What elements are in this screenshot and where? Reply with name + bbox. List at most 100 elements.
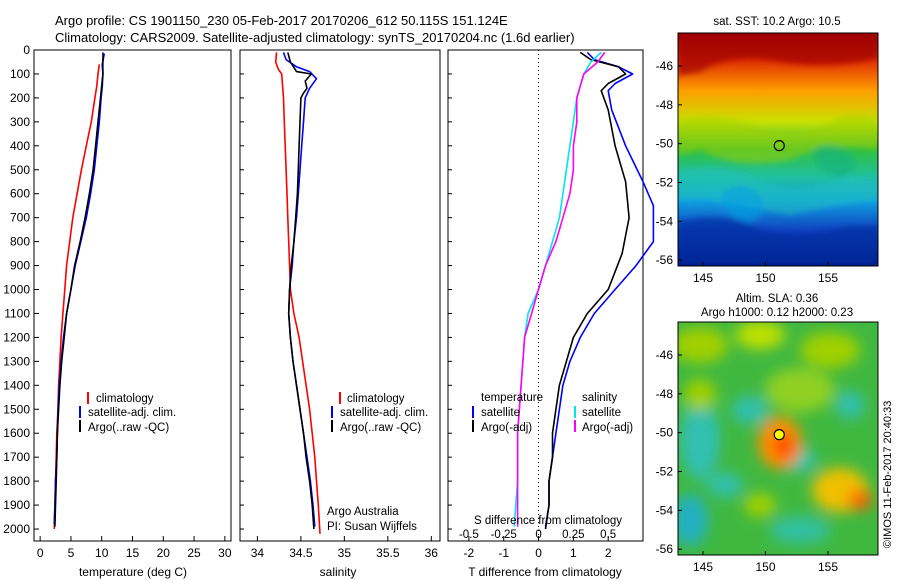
argo-location-marker [773, 429, 785, 441]
y-tick-label: 1300 [3, 354, 30, 368]
legend-label: satellite [582, 407, 621, 419]
sst-map-title: sat. SST: 10.2 Argo: 10.5 [713, 16, 840, 28]
x-tick-label: 34.5 [289, 546, 313, 560]
s-tick-label: 0 [535, 529, 541, 541]
map-y-tick-label: -46 [656, 348, 674, 362]
x-tick-label: 34 [251, 546, 265, 560]
map-y-tick-label: -48 [656, 387, 674, 401]
salinity-axes-frame [239, 49, 441, 542]
y-tick-label: 900 [10, 259, 30, 273]
map-y-tick-label: -52 [656, 176, 674, 190]
salinity-series [274, 52, 321, 534]
sst-field [678, 33, 878, 266]
map-x-tick-label: 155 [818, 271, 838, 285]
x-tick-label: 5 [68, 546, 75, 560]
map-y-tick-label: -54 [656, 503, 674, 517]
y-tick-label: 1700 [3, 450, 30, 464]
difference-legend: temperature satellite Argo(-adj) salinit… [472, 392, 633, 434]
legend-label: satellite-adj. clim. [88, 407, 176, 419]
s-tick-label: 0.25 [562, 529, 584, 541]
y-tick-label: 0 [23, 43, 30, 57]
salinity-panel: 34 34.5 35 35.5 36 salinity climatology sate… [239, 49, 441, 579]
x-tick-label: 2 [605, 546, 612, 560]
depth-axis: 0 5 10 15 20 25 300100200300400500600700800900… [3, 43, 232, 560]
map-x-tick-label: 145 [693, 271, 713, 285]
map-y-tick-label: -56 [656, 253, 674, 267]
x-tick-label: 0 [37, 546, 44, 560]
x-tick-label: -2 [464, 546, 475, 560]
x-tick-label: 35 [338, 546, 352, 560]
sla-map-frame [677, 321, 879, 556]
series-line-climatology [53, 64, 101, 530]
map-y-tick-label: -48 [656, 98, 674, 112]
x-tick-label: 36 [425, 546, 439, 560]
salinity-ticks: 34 34.5 35 35.5 36 [240, 49, 439, 560]
difference-series [513, 51, 655, 530]
map-y-tick-label: -56 [656, 542, 674, 556]
difference-panel: -2 -1 0 1 2 -0.5 -0.25 0 0.25 0.5 S difference fr… [447, 49, 655, 579]
x-tick-label: 0 [535, 546, 542, 560]
legend-header-temperature: temperature [481, 392, 543, 404]
salinity-xlabel: salinity [320, 565, 357, 579]
map-y-tick-label: -52 [656, 465, 674, 479]
s-difference-label: S difference from climatology [474, 515, 622, 527]
y-tick-label: 1000 [3, 283, 30, 297]
sst-map-ticks: 145 150 155 -46 -48 -50 -52 -54 -56 [656, 59, 839, 285]
legend-label: climatology [347, 393, 405, 405]
legend-label: Argo(..raw -QC) [88, 422, 169, 434]
annotation-pi: PI: Susan Wijffels [327, 521, 417, 533]
map-x-tick-label: 150 [755, 560, 775, 574]
y-tick-label: 800 [10, 235, 30, 249]
y-tick-label: 1500 [3, 402, 30, 416]
legend-label: Argo(..raw -QC) [340, 422, 421, 434]
map-y-tick-label: -46 [656, 59, 674, 73]
sla-map-ticks: 145 150 155 -46 -48 -50 -52 -54 -56 [656, 348, 839, 574]
y-tick-label: 1800 [3, 474, 30, 488]
sla-map-title: Altim. SLA: 0.36 [736, 293, 818, 305]
y-tick-label: 1100 [4, 306, 30, 320]
temperature-series [53, 52, 105, 530]
series-line-satellite-adj-clim- [53, 52, 104, 525]
y-tick-label: 400 [10, 139, 30, 153]
series-line-satellite [513, 51, 602, 527]
sla-map: Altim. SLA: 0.36 Argo h1000: 0.12 h2000:… [656, 293, 879, 574]
y-tick-label: 1400 [3, 378, 30, 392]
y-tick-label: 100 [10, 67, 30, 81]
annotation-argo-australia: Argo Australia [327, 506, 399, 518]
y-tick-label: 2000 [3, 522, 30, 536]
series-line-satellite [544, 51, 655, 527]
map-x-tick-label: 150 [755, 271, 775, 285]
x-tick-label: 1 [570, 546, 577, 560]
x-tick-label: 35.5 [376, 546, 400, 560]
y-tick-label: 1600 [3, 426, 30, 440]
footer-stamp: ©IMOS 11-Feb-2017 20:40:33 [882, 401, 894, 548]
y-tick-label: 700 [10, 211, 30, 225]
map-x-tick-label: 155 [818, 560, 838, 574]
map-y-tick-label: -50 [656, 137, 674, 151]
sst-map-frame [677, 32, 879, 267]
map-y-tick-label: -54 [656, 214, 674, 228]
header-line1: Argo profile: CS 1901150_230 05-Feb-2017… [55, 13, 508, 28]
legend-header-salinity: salinity [582, 392, 617, 404]
series-line-argo-adj- [544, 51, 630, 530]
y-tick-label: 600 [10, 187, 30, 201]
legend-label: satellite-adj. clim. [340, 407, 428, 419]
s-tick-label: -0.5 [459, 529, 479, 541]
y-tick-label: 1200 [3, 330, 30, 344]
x-tick-label: -1 [498, 546, 509, 560]
y-tick-label: 1900 [3, 498, 30, 512]
s-tick-label: -0.25 [491, 529, 517, 541]
y-tick-label: 200 [10, 91, 30, 105]
legend-label: Argo(-adj) [582, 422, 633, 434]
series-line-argo-adj- [516, 51, 606, 527]
x-tick-label: 10 [95, 546, 109, 560]
series-line-argo-raw-qc- [287, 52, 315, 530]
legend-label: climatology [96, 393, 154, 405]
temperature-panel: 0 5 10 15 20 25 300100200300400500600700800900… [3, 43, 232, 579]
argo-location-marker [773, 140, 785, 152]
x-tick-label: 20 [157, 546, 171, 560]
map-x-tick-label: 145 [693, 560, 713, 574]
sst-map: sat. SST: 10.2 Argo: 10.5 145 150 155 -46 -4… [656, 16, 879, 285]
x-tick-label: 25 [187, 546, 201, 560]
